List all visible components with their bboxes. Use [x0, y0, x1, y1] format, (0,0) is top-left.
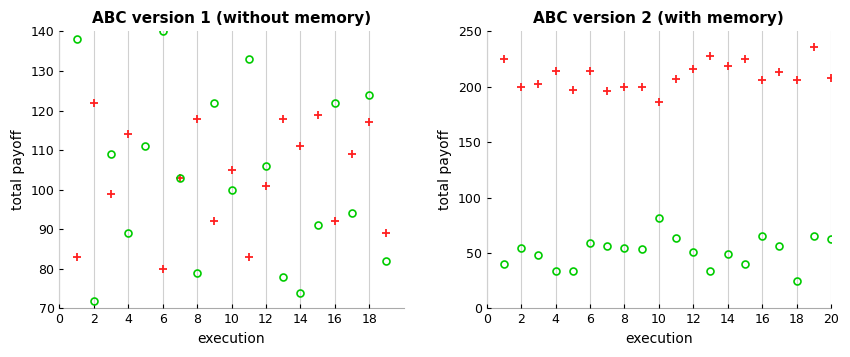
X-axis label: execution: execution	[198, 332, 265, 346]
Y-axis label: total payoff: total payoff	[11, 130, 26, 210]
Y-axis label: total payoff: total payoff	[439, 130, 452, 210]
Title: ABC version 1 (without memory): ABC version 1 (without memory)	[92, 11, 371, 26]
X-axis label: execution: execution	[625, 332, 693, 346]
Title: ABC version 2 (with memory): ABC version 2 (with memory)	[534, 11, 785, 26]
